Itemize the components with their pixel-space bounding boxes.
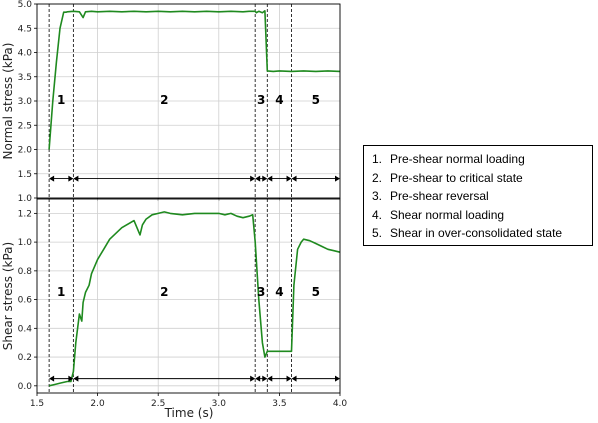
y-tick-label: 0.6 bbox=[18, 296, 33, 306]
phase-arrowhead-left bbox=[73, 375, 79, 382]
plot-frame bbox=[36, 198, 341, 394]
legend-list: 1. Pre-shear normal loading 2. Pre-shear t… bbox=[372, 150, 592, 243]
phase-label: 3 bbox=[257, 93, 265, 107]
y-tick-label: 3.0 bbox=[18, 97, 33, 107]
legend-item-2: 2. Pre-shear to critical state bbox=[372, 170, 523, 185]
y-tick-label: 2.5 bbox=[18, 121, 32, 131]
phase-arrowhead-left bbox=[267, 375, 273, 382]
phase-arrowhead-right bbox=[250, 375, 256, 382]
phase-arrowhead-left bbox=[255, 175, 261, 182]
y-tick-label: 4.5 bbox=[18, 24, 32, 34]
legend-item-5: 5. Shear in over-consolidated state bbox=[372, 226, 563, 240]
y-tick-label: 0.8 bbox=[18, 267, 33, 277]
phase-label: 2 bbox=[160, 93, 168, 107]
legend-item-4: 4. Shear normal loading bbox=[372, 207, 505, 222]
legend-item-1: 1. Pre-shear normal loading bbox=[372, 152, 525, 166]
phase-arrowhead-right bbox=[68, 375, 74, 382]
phase-label: 4 bbox=[275, 285, 283, 299]
phase-label: 3 bbox=[257, 285, 265, 299]
y-tick-label: 0.4 bbox=[18, 324, 33, 334]
x-axis-label: Time (s) bbox=[164, 406, 214, 420]
shear-stress-panel: 1 2 3 4 5 0.0 0.2 0.4 0.6 0.8 1.0 1.2 1.5 2.0 2.5 3.0 3.… bbox=[1, 198, 348, 409]
phase-label: 1 bbox=[57, 285, 65, 299]
stress-series-line bbox=[48, 211, 341, 387]
x-tick-label: 3.5 bbox=[272, 399, 286, 409]
phase-arrowhead-left bbox=[255, 375, 261, 382]
y-axis-label: Normal stress (kPa) bbox=[1, 43, 15, 160]
x-tick-label: 1.5 bbox=[30, 399, 44, 409]
phase-arrowhead-left bbox=[267, 175, 273, 182]
phase-arrowhead-right bbox=[335, 175, 340, 182]
phase-label: 5 bbox=[312, 93, 320, 107]
phase-arrowhead-left bbox=[291, 375, 297, 382]
y-tick-label: 0.0 bbox=[18, 382, 33, 392]
phase-arrowhead-right bbox=[286, 175, 292, 182]
phase-arrowhead-right bbox=[262, 175, 268, 182]
x-tick-label: 2.0 bbox=[90, 399, 105, 409]
y-tick-label: 3.5 bbox=[18, 73, 32, 83]
y-tick-label: 1.2 bbox=[18, 209, 32, 219]
x-tick-label: 3.0 bbox=[212, 399, 227, 409]
phase-label: 2 bbox=[160, 285, 168, 299]
phase-arrowhead-right bbox=[335, 375, 340, 382]
phase-arrowhead-left bbox=[49, 175, 55, 182]
phase-arrowhead-right bbox=[68, 175, 74, 182]
phase-arrowhead-right bbox=[262, 375, 268, 382]
legend-item-3: 3. Pre-shear reversal bbox=[372, 189, 489, 203]
phase-arrowhead-left bbox=[49, 375, 55, 382]
y-axis-label: Shear stress (kPa) bbox=[1, 242, 15, 350]
y-tick-label: 5.0 bbox=[18, 0, 33, 10]
y-tick-label: 1.0 bbox=[18, 194, 33, 204]
y-tick-label: 1.0 bbox=[18, 238, 33, 248]
stress-series-line bbox=[48, 10, 341, 150]
phase-arrowhead-right bbox=[250, 175, 256, 182]
phase-arrowhead-right bbox=[286, 375, 292, 382]
phase-legend: 1. Pre-shear normal loading 2. Pre-shear t… bbox=[363, 145, 593, 246]
y-tick-label: 4.0 bbox=[18, 49, 33, 59]
phase-arrowhead-left bbox=[73, 175, 79, 182]
phase-label: 1 bbox=[57, 93, 65, 107]
normal-stress-panel: 1 2 3 4 5 1.0 1.5 2.0 2.5 3.0 3.5 4.0 4.5 5.0 Normal s… bbox=[1, 0, 341, 204]
x-tick-label: 4.0 bbox=[333, 399, 348, 409]
y-tick-label: 2.0 bbox=[18, 146, 33, 156]
y-tick-label: 0.2 bbox=[18, 353, 32, 363]
phase-label: 4 bbox=[275, 93, 283, 107]
phase-label: 5 bbox=[312, 285, 320, 299]
x-tick-label: 2.5 bbox=[151, 399, 165, 409]
y-tick-label: 1.5 bbox=[18, 170, 32, 180]
phase-arrowhead-left bbox=[291, 175, 297, 182]
